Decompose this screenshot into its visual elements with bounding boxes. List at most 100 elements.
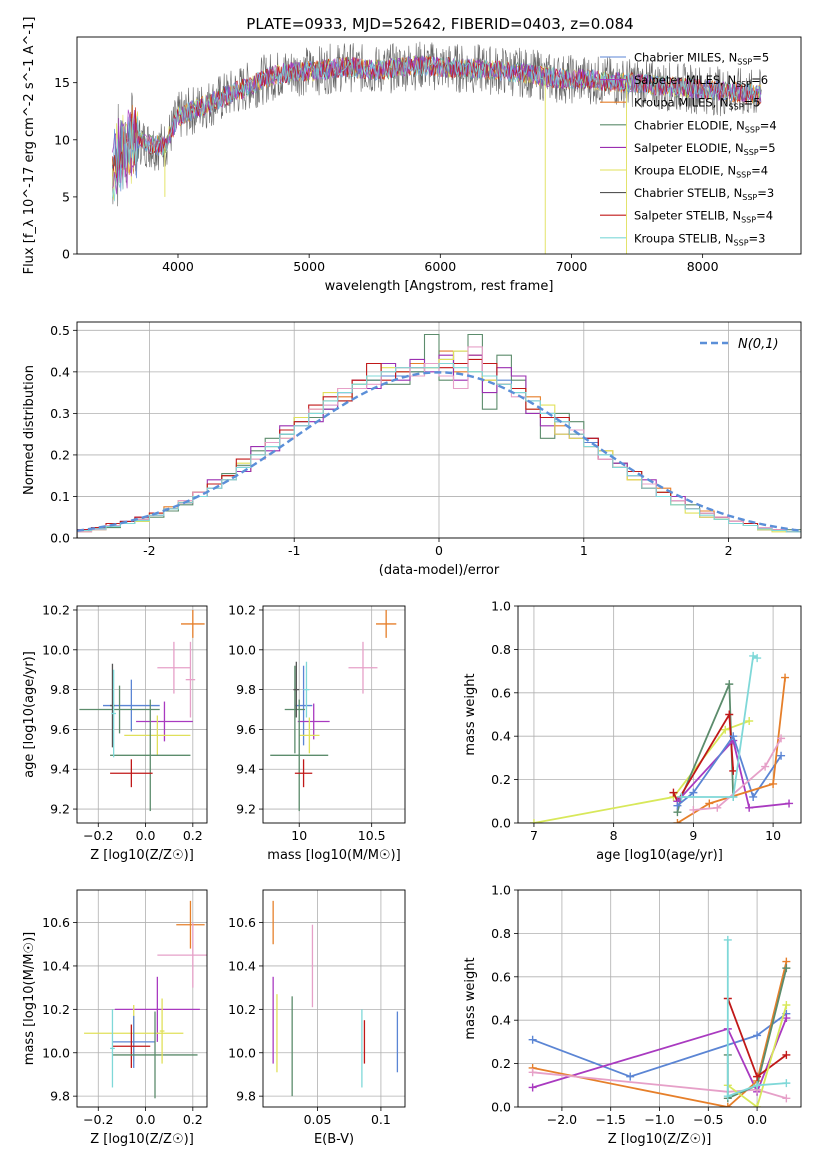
series-marker: [782, 1014, 791, 1023]
panel-2: −0.2 0.0 0.2 9.2 9.4 9.6 9.8 10.0 10.2 Z [log10(Z…: [22, 602, 208, 863]
axes-frame: [76, 889, 208, 1108]
series-line-6: [693, 737, 782, 811]
series-marker: [729, 732, 738, 741]
x-tick-label: 10: [291, 828, 307, 843]
series-marker: [753, 654, 762, 663]
series-marker: [723, 1103, 732, 1107]
series-marker: [713, 803, 722, 812]
x-tick-label: 0.2: [183, 1112, 203, 1127]
legend-value: =3: [757, 186, 774, 200]
series-line-7: [681, 654, 758, 798]
series-marker: [528, 1035, 537, 1044]
legend-entry: N(0,1): [738, 337, 779, 352]
y-tick-label: 0.6: [491, 685, 511, 700]
series-marker: [753, 1103, 762, 1107]
series-marker: [782, 1079, 791, 1088]
y-tick-label: 9.6: [236, 722, 256, 737]
series-marker: [689, 788, 698, 797]
legend-entry: Chabrier MILES, NSSP=5: [634, 51, 769, 67]
y-tick-label: 10.6: [228, 915, 256, 930]
series-marker: [761, 762, 770, 771]
x-axis-label: wavelength [Angstrom, rest frame]: [325, 279, 554, 294]
axes-frame: [262, 605, 406, 824]
x-tick-label: 7000: [556, 259, 588, 274]
y-tick-label: 10.4: [42, 958, 70, 973]
series-marker: [673, 819, 682, 823]
series-line-7: [726, 939, 787, 1098]
y-tick-label: 0: [62, 247, 70, 262]
series-line-2: [532, 961, 788, 1107]
plot-area-2: [77, 606, 207, 823]
x-tick-label: −0.2: [83, 828, 113, 843]
x-axis-label: (data-model)/error: [379, 563, 500, 578]
y-tick-label: 9.4: [236, 762, 256, 777]
y-tick-label: 0.1: [50, 489, 70, 504]
axes-frame: [76, 36, 802, 255]
series-marker: [745, 717, 754, 726]
x-tick-label: 7: [530, 828, 538, 843]
legend-value: =5: [759, 141, 776, 155]
legend-subscript: SSP: [729, 103, 744, 112]
series-marker: [673, 801, 682, 810]
series-marker: [785, 799, 794, 808]
x-tick-label: 9: [689, 828, 697, 843]
x-tick-label: 0.1: [371, 1112, 391, 1127]
legend-value: =5: [752, 51, 769, 65]
legend-value: =6: [751, 73, 768, 87]
x-tick-label: -1: [288, 543, 300, 558]
y-axis-label: age [log10(age/yr)]: [22, 651, 37, 778]
panel-4: 7 8 9 10 0.0 0.2 0.4 0.6 0.8 1.0 age [log10(age/yr…: [463, 599, 802, 863]
series-marker: [669, 788, 678, 797]
legend-entry: Chabrier STELIB, NSSP=3: [634, 186, 774, 202]
y-tick-label: 10.2: [42, 602, 70, 617]
series-marker: [721, 725, 730, 734]
plot-area-3: [263, 606, 405, 823]
series-marker: [782, 1001, 791, 1010]
legend-entry: Kroupa ELODIE, NSSP=4: [634, 164, 768, 180]
x-tick-label: −2.0: [547, 1112, 577, 1127]
series-marker: [689, 805, 698, 814]
legend-subscript: SSP: [745, 125, 760, 134]
legend-value: =3: [749, 231, 766, 245]
plot-area-6: [263, 890, 405, 1107]
plot-area-0: [112, 41, 762, 254]
series-marker: [782, 1050, 791, 1059]
x-tick-label: 8: [610, 828, 618, 843]
series-marker: [777, 734, 786, 743]
panel-5: −0.2 0.0 0.2 9.8 10.0 10.2 10.4 10.6 Z [log10(Z/…: [22, 889, 208, 1147]
series-marker: [528, 1068, 537, 1077]
y-tick-label: 0.2: [491, 772, 511, 787]
y-tick-label: 1.0: [491, 599, 511, 614]
legend-subscript: SSP: [741, 216, 756, 225]
series-marker: [705, 799, 714, 808]
y-tick-label: 9.8: [50, 682, 70, 697]
histogram-7: [77, 362, 801, 538]
plot-area-7: [518, 890, 801, 1107]
y-tick-label: 0.0: [491, 816, 511, 831]
y-tick-label: 10.6: [42, 915, 70, 930]
x-tick-label: 0: [435, 543, 443, 558]
x-axis-label: Z [log10(Z/Z☉)]: [608, 1132, 712, 1147]
plot-area-4: [518, 606, 801, 823]
y-tick-label: 10.0: [42, 642, 70, 657]
y-tick-label: 9.8: [236, 682, 256, 697]
y-tick-label: 0.0: [50, 531, 70, 546]
series-marker: [777, 751, 786, 760]
y-tick-label: 9.6: [50, 722, 70, 737]
y-tick-label: 15: [54, 75, 70, 90]
series-marker: [725, 680, 734, 689]
legend-subscript: SSP: [736, 171, 751, 180]
series-line-3: [676, 738, 790, 809]
panel-0: 4000 5000 6000 7000 8000 0 5 10 15 wavelength [An…: [22, 17, 802, 294]
legend-entry: Salpeter STELIB, NSSP=4: [634, 209, 773, 225]
series-marker: [729, 792, 738, 801]
series-marker: [769, 779, 778, 788]
x-tick-label: 0.0: [136, 828, 156, 843]
panel-6: 0.05 0.1 9.8 10.0 10.2 10.4 10.6 E(B-V): [228, 889, 406, 1147]
x-tick-label: −1.5: [596, 1112, 626, 1127]
series-marker: [749, 792, 758, 801]
x-tick-label: 6000: [424, 259, 456, 274]
plot-area-5: [77, 890, 207, 1107]
axes-frame: [517, 605, 802, 824]
legend-entry: Kroupa STELIB, NSSP=3: [634, 231, 765, 247]
